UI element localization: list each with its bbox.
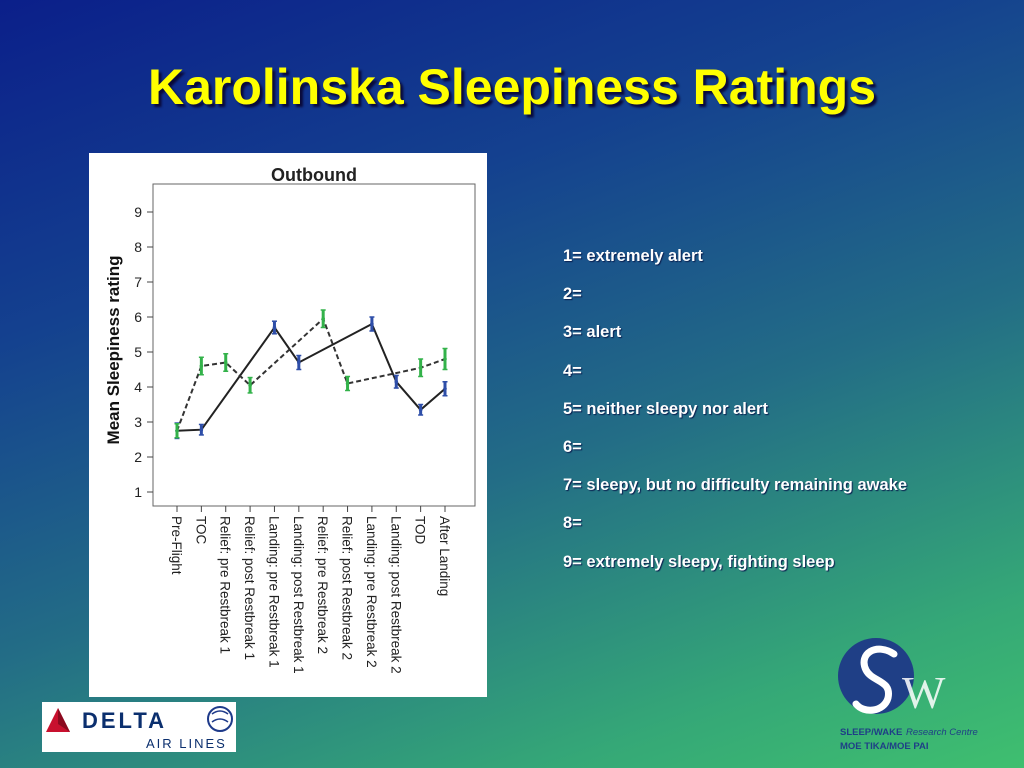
scale-item: 9= extremely sleepy, fighting sleep — [563, 552, 835, 571]
scale-item: 4= — [563, 361, 582, 380]
y-tick-label: 3 — [134, 414, 142, 430]
x-tick-label: Landing: post Restbreak 1 — [291, 516, 306, 674]
data-point — [345, 381, 350, 386]
plot-frame — [152, 183, 476, 507]
data-point — [418, 365, 423, 370]
data-point — [394, 379, 399, 384]
x-tick-label: Landing: post Restbreak 2 — [388, 516, 403, 674]
y-tick-label: 9 — [134, 204, 142, 220]
x-tick-label: TOD — [413, 516, 428, 545]
data-point — [199, 427, 204, 432]
x-tick-label: Pre-Flight — [169, 516, 184, 575]
scale-item: 1= extremely alert — [563, 247, 703, 265]
x-tick-label: TOC — [193, 516, 208, 545]
scale-item: 7= sleepy, but no difficulty remaining a… — [563, 476, 907, 495]
x-tick-label: Landing: pre Restbreak 2 — [364, 516, 379, 668]
x-tick-label: After Landing — [437, 516, 452, 596]
y-axis: 1 2 3 4 5 6 7 8 9 — [134, 204, 153, 500]
series-line — [176, 322, 446, 432]
series-layer — [174, 309, 448, 440]
data-point — [272, 325, 277, 330]
sleep-wake-research-centre-logo: W SLEEP/WAKE Research Centre MOE TIKA/MO… — [836, 636, 1006, 756]
scale-item: 2= — [563, 285, 582, 304]
sw-maori-name: MOE TIKA/MOE PAI — [840, 741, 929, 752]
chart-panel: Outbound Mean Sleepiness rating 1 2 3 4 5 6 7 8… — [89, 153, 487, 697]
x-tick-label: Landing: pre Restbreak 1 — [266, 516, 281, 668]
y-axis-label: Mean Sleepiness rating — [104, 256, 123, 445]
data-point — [297, 360, 301, 365]
data-point — [175, 428, 179, 433]
data-point — [370, 322, 374, 326]
scale-item: 3= alert — [563, 323, 622, 342]
x-tick-label: Relief: post Restbreak 1 — [242, 516, 257, 660]
slide-title: Karolinska Sleepiness Ratings — [147, 59, 877, 115]
y-tick-label: 8 — [134, 239, 142, 255]
data-point — [443, 357, 447, 361]
y-tick-label: 5 — [134, 344, 142, 360]
data-point — [248, 383, 252, 388]
x-tick-label: Relief: post Restbreak 2 — [340, 516, 355, 660]
data-point — [199, 364, 204, 368]
sw-title: SLEEP/WAKE — [840, 727, 902, 738]
x-axis: Pre-Flight TOC Relief: pre Restbreak 1 Reli… — [169, 506, 452, 674]
x-tick-label: Relief: pre Restbreak 1 — [218, 516, 233, 654]
y-tick-label: 4 — [134, 379, 142, 395]
delta-wordmark: DELTA — [82, 708, 167, 733]
delta-air-lines-logo: DELTA AIR LINES — [42, 702, 236, 752]
sw-subtitle: Research Centre — [906, 727, 978, 738]
data-point — [223, 360, 228, 365]
data-point — [443, 386, 447, 391]
scale-item: 6= — [563, 437, 582, 456]
delta-subtitle: AIR LINES — [146, 736, 227, 751]
sleepiness-scale-list: 1= extremely alert 2= 3= alert 4= 5= nei… — [563, 244, 907, 588]
chart-svg: Outbound Mean Sleepiness rating 1 2 3 4 5 6 7 8… — [104, 165, 476, 674]
chart-title: Outbound — [271, 165, 357, 185]
series-line — [176, 317, 446, 432]
sw-letter-w: W — [902, 667, 946, 718]
scale-item: 5= neither sleepy nor alert — [563, 399, 768, 418]
y-tick-label: 1 — [134, 484, 142, 500]
y-tick-label: 2 — [134, 449, 142, 465]
data-point — [418, 407, 423, 412]
x-tick-label: Relief: pre Restbreak 2 — [315, 516, 330, 654]
scale-item: 8= — [563, 514, 582, 533]
y-tick-label: 7 — [134, 274, 142, 290]
data-point — [321, 316, 325, 321]
y-tick-label: 6 — [134, 309, 142, 325]
